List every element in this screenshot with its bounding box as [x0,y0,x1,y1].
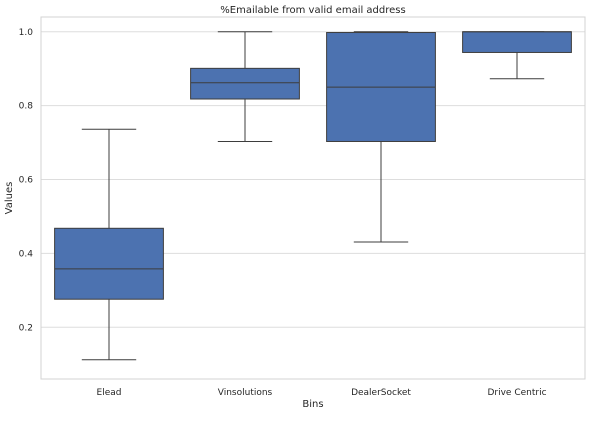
box-iqr [190,67,300,100]
y-axis-label: Values [4,182,15,215]
box-layer [54,31,572,361]
x-tick-label: DealerSocket [351,388,411,398]
x-tick-label: Vinsolutions [218,388,273,398]
box-iqr [54,227,164,300]
x-axis-label: Bins [302,399,323,410]
label-layer: 0.2 0.4 0.6 0.8 1.0 Elead Vinsolutions DealerSo… [19,28,547,398]
x-tick-label: Drive Centric [487,388,546,398]
plot-frame [40,16,586,380]
y-tick-label: 0.8 [19,102,34,112]
box-drive-centric [462,31,572,80]
box-dealersocket [326,31,436,243]
y-tick-label: 0.6 [19,176,34,186]
y-tick-label: 0.4 [19,249,34,259]
y-tick-label: 1.0 [19,28,34,38]
y-tick-label: 0.2 [19,323,33,333]
box-vinsolutions [190,31,300,142]
x-tick-label: Elead [97,388,122,398]
box-iqr [462,31,572,53]
chart-title: %Emailable from valid email address [220,5,405,16]
box-elead [54,128,164,361]
